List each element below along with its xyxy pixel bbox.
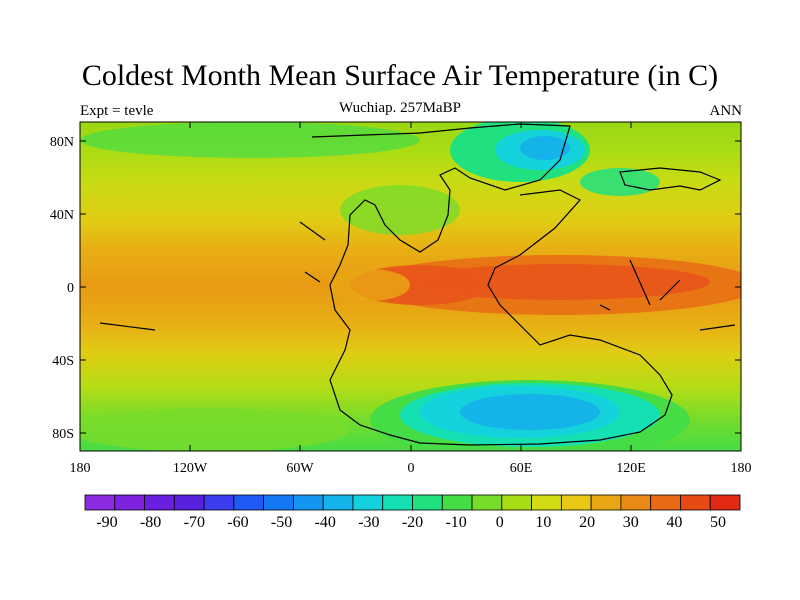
colorbar-swatch [173,494,205,511]
colorbar-label: 0 [496,514,504,531]
colorbar-label: -10 [445,514,466,531]
colorbar-swatch [293,494,324,511]
colorbar-label: -80 [140,514,161,531]
colorbar-label: 30 [623,514,639,531]
experiment-label: Expt = tevle [80,103,154,119]
colorbar-swatch [620,494,652,511]
lat-tick-label: 0 [67,281,74,296]
period-label: Wuchiap. 257MaBP [339,100,461,116]
colorbar-swatch [650,494,681,511]
lon-tick-labels: 180 120W 60W 0 60E 120E 180 [70,461,752,476]
map-title: Coldest Month Mean Surface Air Temperatu… [81,59,719,92]
colorbar-label: -20 [402,514,423,531]
lat-tick-label: 40N [50,208,74,223]
colorbar-swatch [560,494,592,511]
lon-tick-label: 0 [408,461,415,476]
contour-fill [80,122,741,451]
colorbar-swatch [352,494,384,511]
colorbar-label: -50 [271,514,292,531]
colorbar-swatch [412,494,443,511]
colorbar-label: -30 [358,514,379,531]
coastlines [99,123,736,446]
colorbar-label: 40 [666,514,682,531]
lon-tick-label: 180 [731,461,752,476]
colorbar-swatch [531,494,562,511]
colorbar-swatch [501,494,532,511]
lon-tick-label: 180 [70,461,91,476]
colorbar-label: -90 [96,514,117,531]
colorbar-swatch [709,494,741,511]
lat-tick-labels: 80N 40N 0 40S 80S [50,135,74,442]
lon-tick-label: 120E [616,461,646,476]
colorbar-swatch [84,494,116,511]
colorbar-labels: -90 -80 -70 -60 -50 -40 -30 -20 -10 0 10 20 30 40 50 [96,514,726,531]
lat-tick-marks [80,140,741,434]
lat-tick-label: 80S [52,427,74,442]
colorbar-swatch [322,494,354,511]
colorbar-swatch [144,494,175,511]
colorbar-swatch [114,494,145,511]
lat-tick-label: 80N [50,135,74,150]
colorbar [84,494,741,511]
lon-tick-marks [189,122,632,451]
colorbar-label: 20 [579,514,595,531]
colorbar-label: -60 [227,514,248,531]
colorbar-swatch [233,494,265,511]
colorbar-label: 10 [535,514,551,531]
lon-tick-label: 120W [173,461,208,476]
colorbar-label: -70 [184,514,205,531]
lat-tick-label: 40S [52,354,74,369]
season-label: ANN [709,103,743,119]
colorbar-swatch [441,494,473,511]
lon-tick-label: 60E [510,461,533,476]
colorbar-swatch [263,494,294,511]
colorbar-swatch [680,494,711,511]
colorbar-label: -40 [315,514,336,531]
lon-tick-label: 60W [286,461,314,476]
colorbar-swatch [203,494,235,511]
colorbar-swatch [471,494,503,511]
colorbar-swatch [382,494,413,511]
colorbar-swatch [590,494,622,511]
colorbar-label: 50 [710,514,726,531]
